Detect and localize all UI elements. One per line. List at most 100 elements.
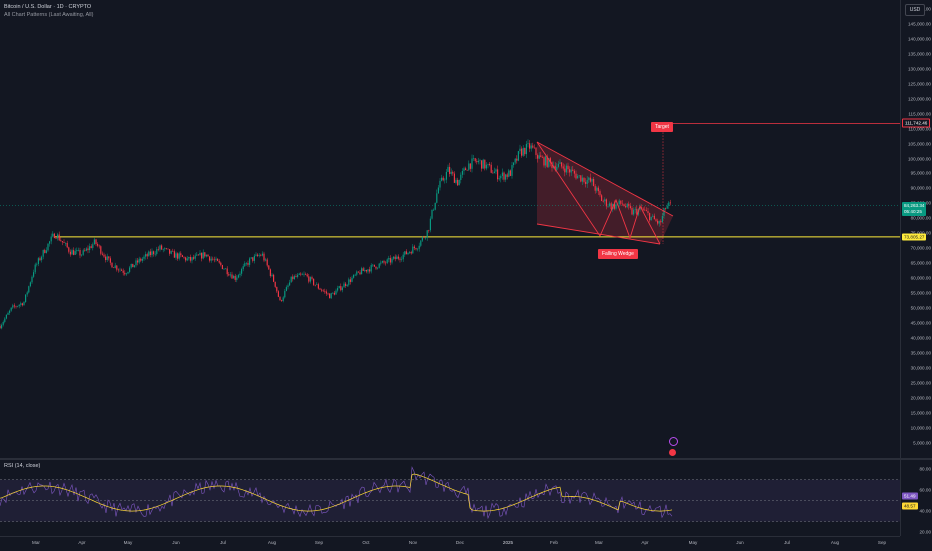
candle-body — [604, 199, 606, 202]
candle-body — [276, 286, 278, 292]
candle-body — [663, 208, 665, 216]
candle-body — [458, 179, 460, 186]
rsi-pane[interactable] — [0, 460, 900, 536]
candle-body — [349, 279, 351, 282]
candle-body — [258, 255, 260, 256]
candle-body — [580, 175, 582, 182]
candle-body — [481, 160, 483, 169]
candle-body — [471, 158, 473, 169]
candle-body — [233, 275, 235, 279]
candle-body — [95, 239, 97, 245]
candle-body — [412, 246, 414, 254]
candle-body — [274, 281, 276, 287]
currency-button[interactable]: USD — [905, 4, 925, 16]
symbol-title[interactable]: Bitcoin / U.S. Dollar · 1D · CRYPTO — [4, 4, 92, 10]
candle-body — [164, 248, 166, 250]
candle-body — [668, 202, 670, 206]
candle-body — [364, 269, 366, 271]
candle-body — [396, 256, 398, 260]
candle-body — [33, 272, 35, 277]
candle-body — [549, 158, 551, 163]
candle-body — [77, 250, 79, 251]
candle-body — [620, 200, 622, 204]
candle-body — [586, 179, 588, 184]
price-tick-label: 140,000.00 — [908, 36, 931, 42]
rsi-legend[interactable]: RSI (14, close) — [4, 463, 41, 469]
candle-body — [143, 256, 145, 259]
candle-body — [401, 259, 403, 260]
candle-body — [260, 255, 262, 256]
candle-body — [308, 276, 310, 282]
candle-body — [605, 199, 607, 207]
candle-body — [375, 266, 377, 269]
candle-body — [381, 261, 383, 263]
candle-body — [271, 274, 273, 276]
indicator-title[interactable]: All Chart Patterns (Last Awaiting, All) — [4, 12, 94, 18]
candle-body — [234, 275, 236, 280]
candle-body — [655, 219, 657, 221]
candle-body — [388, 258, 390, 260]
pane-separator[interactable] — [0, 458, 932, 460]
candle-body — [489, 163, 491, 165]
candle-body — [607, 206, 609, 207]
candle-body — [253, 255, 255, 261]
candle-body — [15, 306, 17, 307]
time-axis[interactable]: Mar Apr May Jun Jul Aug Sep Oct Nov Dec 2025 Feb Mar… — [0, 536, 900, 551]
rsi-chart[interactable] — [0, 460, 900, 536]
candle-body — [237, 275, 239, 278]
candle-body — [431, 209, 433, 219]
event-icon[interactable] — [669, 449, 676, 456]
price-tick-label: 35,000.00 — [910, 350, 931, 356]
time-tick-label: 2025 — [502, 540, 514, 545]
wedge-upper-line — [536, 141, 674, 217]
candle-body — [610, 203, 612, 210]
candle-body — [373, 264, 375, 267]
candle-body — [58, 234, 60, 241]
candle-body — [597, 187, 599, 192]
price-chart-pane[interactable] — [0, 0, 900, 458]
candle-body — [52, 233, 54, 237]
candle-body — [644, 209, 646, 211]
candle-body — [479, 160, 481, 161]
lightning-icon[interactable] — [669, 437, 678, 446]
candle-body — [223, 268, 225, 270]
candle-body — [405, 251, 407, 255]
candle-body — [162, 249, 164, 250]
candle-body — [290, 276, 292, 283]
price-chart[interactable] — [0, 0, 900, 458]
candle-body — [647, 211, 649, 214]
candle-body — [418, 245, 420, 249]
candle-body — [591, 178, 593, 182]
candle-body — [9, 310, 11, 313]
candle-body — [463, 168, 465, 171]
candle-body — [284, 290, 286, 298]
candle-body — [157, 249, 159, 250]
candle-body — [305, 274, 307, 275]
candle-body — [559, 162, 561, 164]
candle-body — [380, 262, 382, 264]
candle-body — [170, 250, 172, 254]
time-tick-label: May — [688, 540, 698, 545]
candle-body — [404, 251, 406, 255]
rsi-tick-label: 20.00 — [919, 529, 932, 535]
candle-body — [300, 273, 302, 275]
candle-body — [124, 272, 126, 275]
candle-body — [493, 171, 495, 174]
candle-body — [301, 274, 303, 276]
candle-body — [154, 253, 156, 255]
candle-body — [105, 256, 107, 260]
candle-body — [409, 251, 411, 253]
candle-body — [596, 187, 598, 191]
candle-body — [577, 175, 579, 179]
price-axis[interactable]: 150,000.00145,000.00140,000.00135,000.00… — [900, 0, 932, 536]
candle-body — [71, 250, 73, 255]
candle-body — [362, 268, 364, 271]
candle-body — [197, 254, 199, 256]
candle-body — [524, 147, 526, 155]
candle-body — [415, 248, 417, 250]
candle-body — [101, 253, 103, 255]
candle-body — [517, 151, 519, 161]
candle-body — [492, 172, 494, 174]
candle-body — [525, 143, 527, 155]
candle-body — [633, 209, 635, 215]
